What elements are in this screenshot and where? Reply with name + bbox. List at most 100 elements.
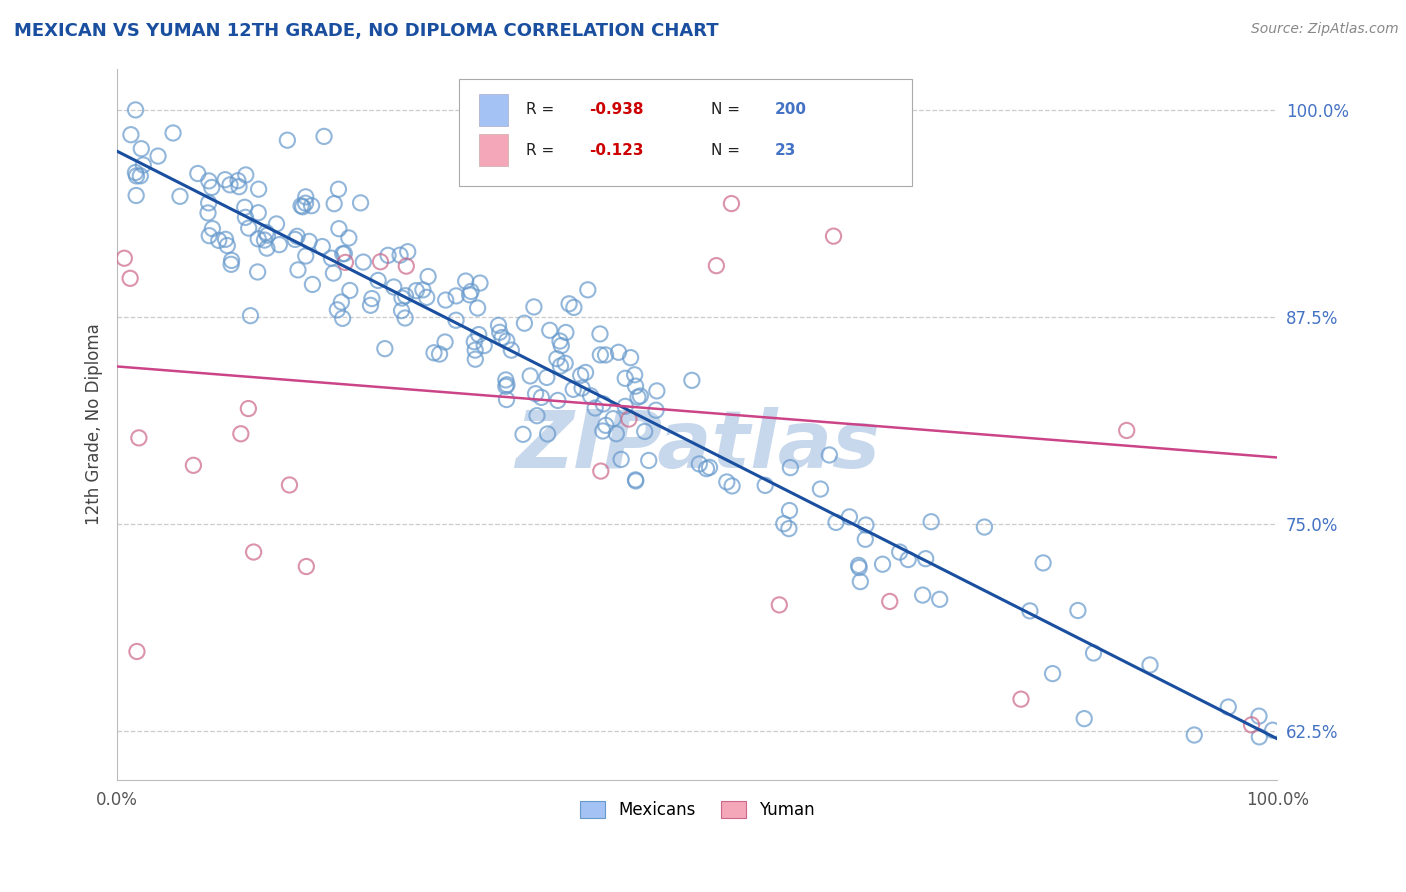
Point — [233, 200, 256, 214]
Point — [1019, 604, 1042, 618]
Point — [360, 298, 382, 312]
Point — [217, 238, 239, 252]
Point — [125, 644, 148, 658]
Text: R =: R = — [526, 103, 558, 118]
Point — [546, 351, 568, 366]
Point — [838, 509, 860, 524]
Point — [1218, 700, 1240, 714]
Point — [444, 313, 467, 327]
Point — [295, 559, 318, 574]
Point — [374, 342, 396, 356]
Point — [624, 379, 647, 393]
Point — [576, 283, 599, 297]
Text: 200: 200 — [775, 103, 807, 118]
Point — [454, 274, 477, 288]
Point — [298, 235, 321, 249]
Point — [569, 368, 592, 383]
Point — [628, 389, 651, 403]
Text: N =: N = — [711, 143, 745, 158]
Point — [125, 188, 148, 202]
Point — [247, 205, 270, 219]
Point — [897, 552, 920, 566]
Point — [124, 165, 146, 179]
Text: MEXICAN VS YUMAN 12TH GRADE, NO DIPLOMA CORRELATION CHART: MEXICAN VS YUMAN 12TH GRADE, NO DIPLOMA … — [14, 22, 718, 40]
Point — [610, 452, 633, 467]
Point — [699, 460, 721, 475]
Point — [349, 195, 371, 210]
Point — [1261, 723, 1284, 738]
Point — [128, 431, 150, 445]
Point — [825, 516, 848, 530]
Point — [112, 251, 135, 265]
Text: -0.938: -0.938 — [589, 103, 644, 118]
Point — [208, 233, 231, 247]
Point — [548, 334, 571, 348]
Point — [637, 453, 659, 467]
Point — [256, 228, 278, 243]
Point — [301, 199, 323, 213]
Point — [332, 311, 354, 326]
Point — [595, 418, 617, 433]
Point — [547, 393, 569, 408]
Point — [290, 199, 312, 213]
Point — [183, 458, 205, 473]
Point — [412, 283, 434, 297]
Point — [1032, 556, 1054, 570]
Point — [849, 574, 872, 589]
Point — [721, 479, 744, 493]
Point — [332, 246, 354, 260]
Point — [554, 326, 576, 340]
Point — [120, 271, 142, 285]
Point — [301, 277, 323, 292]
Point — [1115, 424, 1137, 438]
Point — [312, 129, 335, 144]
Point — [294, 196, 316, 211]
Point — [720, 196, 742, 211]
Text: Source: ZipAtlas.com: Source: ZipAtlas.com — [1251, 22, 1399, 37]
Point — [536, 370, 558, 384]
Point — [389, 248, 412, 262]
Point — [1042, 666, 1064, 681]
Point — [214, 232, 236, 246]
Point — [335, 255, 357, 269]
FancyBboxPatch shape — [460, 79, 912, 186]
Point — [460, 285, 482, 299]
Point — [254, 226, 277, 240]
Point — [589, 348, 612, 362]
Point — [124, 103, 146, 117]
Point — [617, 412, 640, 426]
Point — [579, 389, 602, 403]
Point — [434, 334, 457, 349]
Point — [779, 503, 801, 517]
Point — [627, 390, 650, 404]
Point — [920, 515, 942, 529]
Point — [1067, 603, 1090, 617]
Point — [973, 520, 995, 534]
Point — [495, 334, 517, 348]
Point — [645, 384, 668, 398]
Point — [394, 288, 416, 302]
Point — [620, 351, 643, 365]
Point — [889, 545, 911, 559]
Point — [526, 409, 548, 423]
Point — [645, 403, 668, 417]
Point — [287, 263, 309, 277]
Point — [238, 401, 260, 416]
Point — [779, 460, 801, 475]
Point — [634, 425, 657, 439]
Point — [339, 284, 361, 298]
Point — [1073, 712, 1095, 726]
Point — [434, 293, 457, 307]
Point — [396, 244, 419, 259]
Point — [512, 427, 534, 442]
Point — [523, 300, 546, 314]
Point — [754, 478, 776, 492]
Point — [169, 189, 191, 203]
Point — [1182, 728, 1205, 742]
Point — [370, 254, 392, 268]
Text: ZIPatlas: ZIPatlas — [515, 407, 880, 484]
Point — [367, 273, 389, 287]
Point — [624, 473, 647, 487]
Point — [235, 211, 257, 225]
Point — [496, 377, 519, 392]
